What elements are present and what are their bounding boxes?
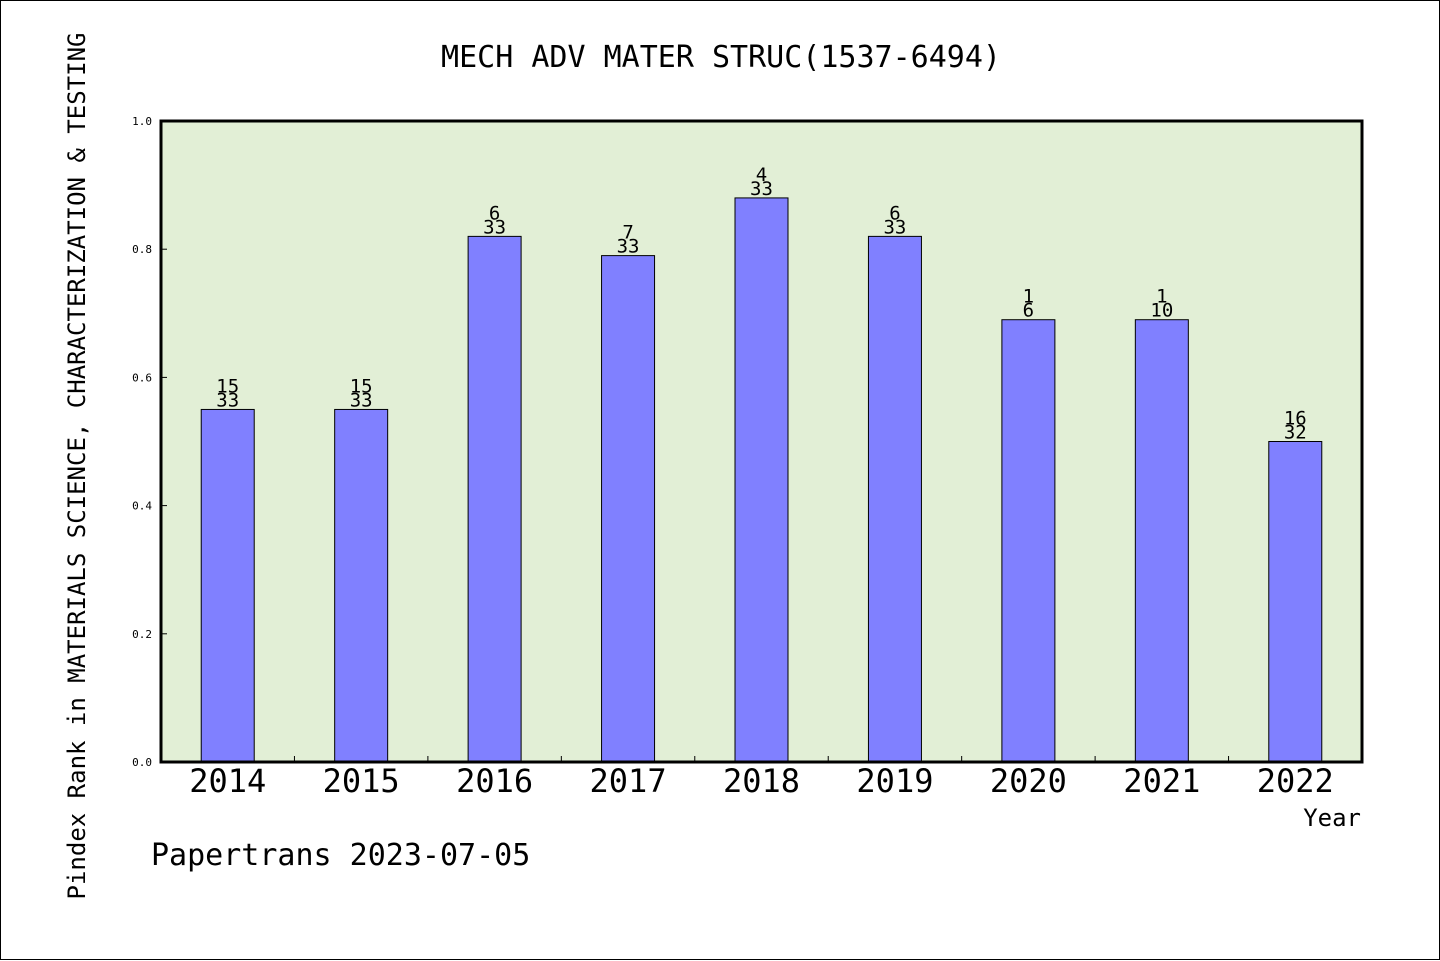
- bar-rank-label: 7: [622, 222, 633, 244]
- x-tick-label: 2015: [323, 762, 400, 800]
- bar-rank-label: 4: [756, 164, 767, 186]
- x-axis-label: Year: [1303, 804, 1361, 832]
- plot-border: [159, 119, 1364, 764]
- bar-rank-label: 16: [1284, 408, 1307, 430]
- x-tick-label: 2016: [456, 762, 533, 800]
- x-axis: 2014 2015 2016 2017 2018 2019 2020 2021 2022: [189, 756, 1334, 800]
- x-tick-label: 2019: [856, 762, 933, 800]
- x-tick-label: 2021: [1123, 762, 1200, 800]
- bar-2017: [601, 255, 656, 763]
- y-tick-label: 1.0: [132, 115, 152, 128]
- y-axis-label: Pindex Rank in MATERIALS SCIENCE, CHARAC…: [63, 33, 91, 900]
- y-tick-label: 0.4: [132, 500, 152, 513]
- x-tick-label: 2022: [1257, 762, 1334, 800]
- y-tick-label: 0.6: [132, 371, 152, 384]
- bar-rank-label: 6: [889, 202, 900, 224]
- x-tick-label: 2020: [990, 762, 1067, 800]
- bar-2019: [867, 235, 922, 763]
- x-tick-label: 2018: [723, 762, 800, 800]
- bar-2021: [1134, 319, 1189, 763]
- bar-rank-label: 15: [350, 375, 373, 397]
- bar-rank-label: 1: [1156, 286, 1167, 308]
- bar-total-label: 6: [1023, 300, 1034, 322]
- bar-2015: [334, 408, 389, 763]
- bar-rank-label: 15: [216, 375, 239, 397]
- y-tick-label: 0.0: [132, 756, 152, 769]
- bar-total-label: 32: [1284, 422, 1307, 444]
- bar-total-label: 10: [1150, 300, 1173, 322]
- bar-2014: [200, 408, 255, 763]
- bar-total-label: 33: [617, 236, 640, 258]
- y-tick-label: 0.8: [132, 243, 152, 256]
- bar-rank-label: 6: [489, 202, 500, 224]
- bar-2016: [467, 235, 522, 763]
- bar-total-label: 33: [350, 389, 373, 411]
- x-tick-label: 2017: [590, 762, 667, 800]
- y-axis: 0.0 0.2 0.4 0.6 0.8 1.0: [132, 115, 167, 769]
- bar-total-label: 33: [750, 178, 773, 200]
- bar-total-label: 33: [216, 389, 239, 411]
- bar-rank-label: 1: [1023, 286, 1034, 308]
- bar-total-label: 33: [883, 216, 906, 238]
- bar-total-label: 33: [483, 216, 506, 238]
- x-tick-label: 2014: [189, 762, 266, 800]
- chart-title: MECH ADV MATER STRUC(1537-6494): [441, 40, 1001, 75]
- bars-group: [200, 197, 1323, 763]
- bar-2020: [1001, 319, 1056, 763]
- y-tick-label: 0.2: [132, 628, 152, 641]
- bar-2022: [1268, 441, 1323, 763]
- watermark-text: Papertrans 2023-07-05: [151, 838, 530, 873]
- bar-2018: [734, 197, 789, 763]
